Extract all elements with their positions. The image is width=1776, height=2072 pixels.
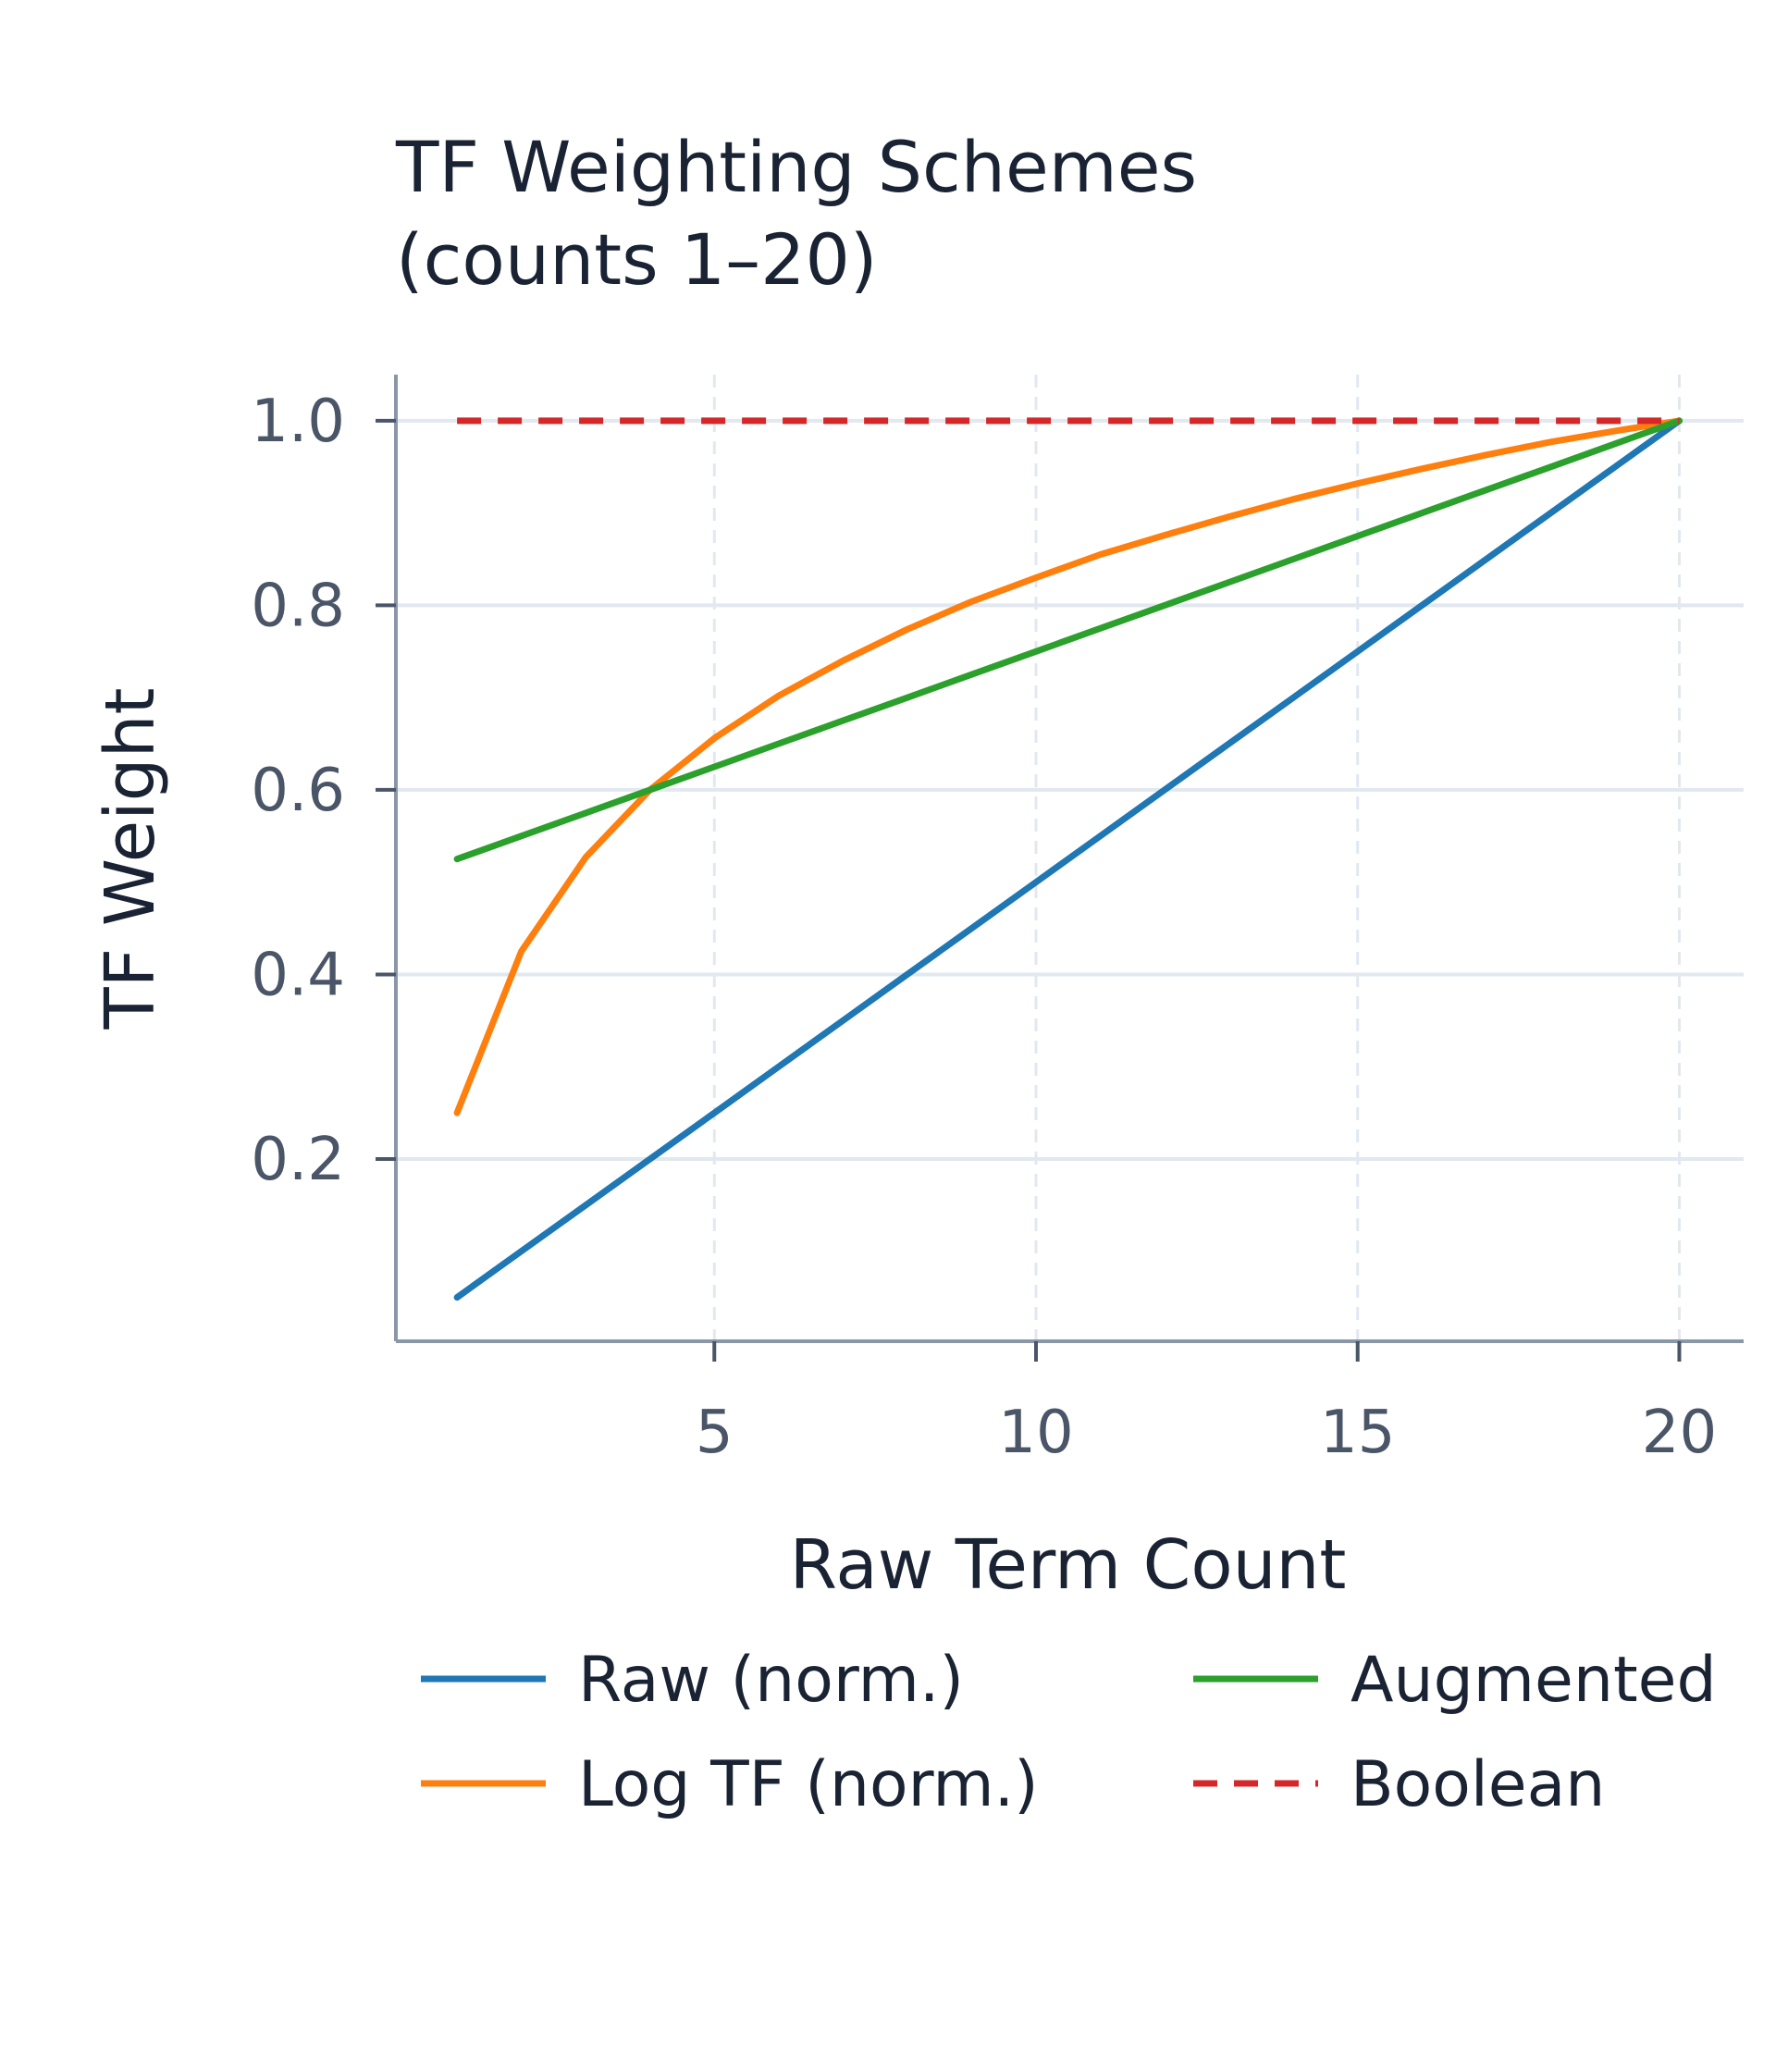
axes: 0.2 0.4 0.6 0.8 1.0 5 10 15 20 (251, 375, 1744, 1467)
series-line-log-tf-norm (453, 417, 1683, 1116)
series-line-raw-norm (453, 417, 1683, 1301)
y-tick-label: 0.4 (251, 941, 345, 1009)
x-tick-label: 5 (696, 1399, 734, 1467)
legend-label: Boolean (1350, 1748, 1605, 1821)
chart-title-line: TF Weighting Schemes (395, 126, 1197, 208)
x-tick-label: 15 (1320, 1399, 1395, 1467)
chart-title-line: (counts 1–20) (396, 218, 878, 301)
legend-label: Augmented (1350, 1644, 1717, 1717)
axis-labels: Raw Term Count TF Weight (91, 687, 1346, 1605)
series-lines (453, 417, 1683, 1301)
y-tick-label: 1.0 (251, 388, 345, 456)
x-tick-label: 20 (1642, 1399, 1717, 1467)
x-tick-label: 10 (998, 1399, 1073, 1467)
series-line-augmented (453, 417, 1683, 863)
y-axis-label: TF Weight (91, 687, 170, 1030)
y-tick-label: 0.2 (251, 1126, 345, 1194)
legend-label: Log TF (norm.) (578, 1748, 1039, 1821)
x-axis-label: Raw Term Count (790, 1525, 1347, 1605)
y-tick-label: 0.6 (251, 757, 345, 825)
y-tick-label: 0.8 (251, 572, 345, 640)
legend: Raw (norm.) Log TF (norm.) Augmented Boolea… (421, 1644, 1717, 1821)
legend-label: Raw (norm.) (578, 1644, 964, 1717)
chart-title: TF Weighting Schemes (counts 1–20) (395, 126, 1197, 301)
